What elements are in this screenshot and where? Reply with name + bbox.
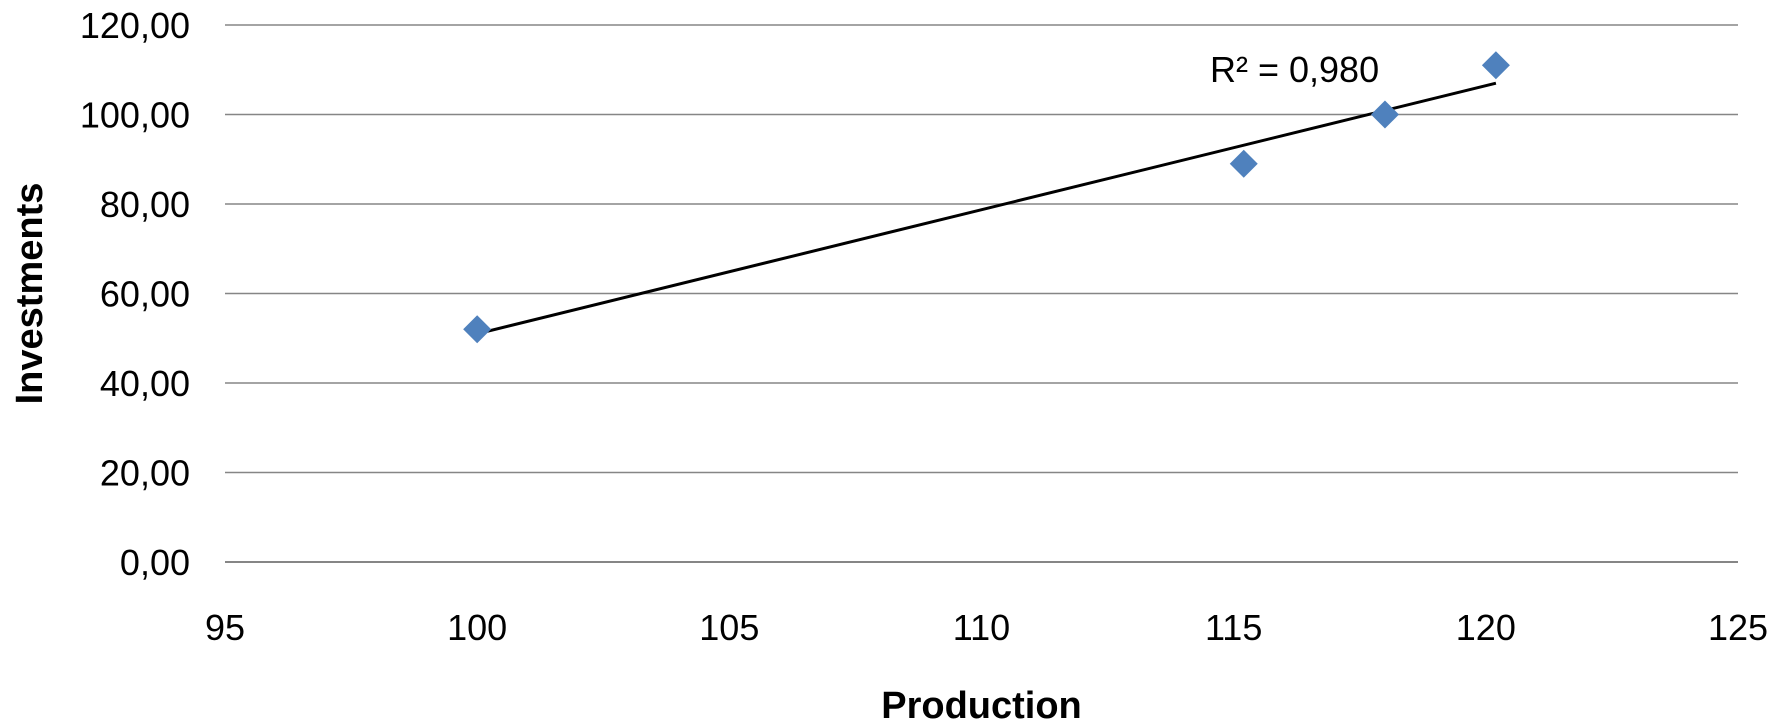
x-axis-title: Production (881, 685, 1082, 724)
x-tick-label: 95 (205, 607, 245, 648)
data-point (1481, 51, 1510, 80)
x-tick-label: 125 (1708, 607, 1768, 648)
data-point (463, 315, 492, 344)
gridlines (225, 24, 1738, 474)
trendline (476, 81, 1497, 336)
y-tick-label: 120,00 (80, 5, 190, 46)
y-tick-label: 40,00 (100, 363, 190, 404)
y-tick-labels: 0,00 20,00 40,00 60,00 80,00 100,00 120,00 (80, 5, 190, 583)
y-tick-label: 0,00 (120, 542, 190, 583)
x-tick-label: 110 (953, 607, 1010, 648)
x-tick-label: 115 (1205, 607, 1262, 648)
x-tick-label: 120 (1456, 607, 1516, 648)
data-point (1229, 149, 1258, 178)
y-tick-label: 80,00 (100, 184, 190, 225)
y-tick-label: 100,00 (80, 95, 190, 136)
r-squared-label: R² = 0,980 (1210, 49, 1379, 90)
data-point (1370, 100, 1399, 129)
y-tick-label: 60,00 (100, 274, 190, 315)
x-tick-labels: 95 100 105 110 115 120 125 (205, 607, 1768, 648)
x-tick-label: 105 (699, 607, 759, 648)
y-axis-title: Investments (9, 183, 51, 405)
y-tick-label: 20,00 (100, 453, 190, 494)
data-points (463, 51, 1510, 344)
x-tick-label: 100 (447, 607, 507, 648)
